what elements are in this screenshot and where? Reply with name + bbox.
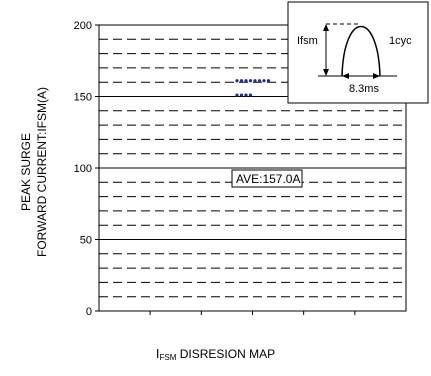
tick-layer: 0 50 100 150 200 [74,20,356,318]
data-point [244,93,248,97]
x-axis-label-prefix: I [155,346,160,361]
y-tick-label: 50 [80,235,92,247]
data-point [253,79,257,83]
data-point [235,79,239,83]
data-point [239,93,244,97]
x-axis-label-text: DISRESION MAP [179,347,276,361]
inset-cycle-label: 1cyc [389,35,412,47]
data-point [239,79,244,83]
inset-period-label: 8.3ms [349,83,379,95]
y-tick-label: 0 [86,306,92,318]
data-point [244,79,248,83]
inset-period-arrow-head-left [342,73,349,79]
average-annotation-box [231,169,303,188]
y-axis-label: PEAK SURGE FORWARD CURRENT:IFSM(A) [18,77,52,267]
inset-ifsm-arrow-head-bottom [323,69,329,76]
inset-box [287,1,429,104]
average-annotation: AVE:157.0A [231,169,303,188]
point-layer [235,79,271,97]
y-axis-label-line1: PEAK SURGE [19,132,33,212]
y-tick-label: 200 [74,20,92,32]
y-tick-label: 100 [74,163,92,175]
x-axis-label-subscript: FSM [159,353,177,362]
data-point [248,79,253,83]
average-annotation-text: AVE:157.0A [236,172,301,186]
y-axis-label-line2: FORWARD CURRENT:IFSM(A) [35,87,49,257]
inset-period-arrow-head-right [373,73,380,79]
data-point [248,93,253,97]
data-point [257,79,262,83]
inset-waveform: Ifsm 1cyc 8.3ms [287,1,429,104]
data-point [235,93,239,97]
x-axis-label: IFSM DISRESION MAP [0,346,431,362]
inset-ifsm-label: Ifsm [297,35,318,47]
grid-layer [99,38,406,298]
y-tick-label: 150 [74,92,92,104]
data-point [262,79,266,83]
inset-half-sine [341,26,381,77]
data-point [266,79,271,83]
inset-ifsm-arrow-head-top [323,24,329,31]
